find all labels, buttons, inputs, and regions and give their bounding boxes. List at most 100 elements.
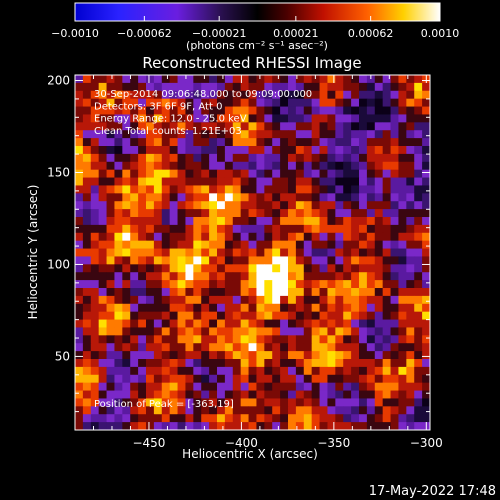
heatmap-cell	[122, 248, 131, 257]
heatmap-cell	[295, 130, 305, 139]
heatmap-cell	[359, 303, 368, 313]
heatmap-cell	[280, 240, 289, 249]
heatmap-cell	[319, 303, 328, 313]
heatmap-cell	[98, 382, 107, 391]
heatmap-cell	[256, 224, 265, 234]
heatmap-cell	[217, 177, 226, 186]
heatmap-cell	[153, 169, 163, 178]
heatmap-cell	[295, 122, 305, 131]
heatmap-cell	[398, 327, 407, 336]
heatmap-cell	[264, 146, 273, 155]
heatmap-cell	[209, 311, 218, 320]
heatmap-cell	[122, 201, 131, 210]
heatmap-cell	[146, 185, 155, 194]
heatmap-cell	[106, 114, 115, 123]
heatmap-cell	[359, 295, 368, 305]
heatmap-cell	[351, 114, 360, 123]
heatmap-cell	[106, 359, 115, 368]
heatmap-cell	[335, 414, 344, 423]
heatmap-cell	[138, 366, 147, 376]
heatmap-cell	[106, 327, 115, 336]
heatmap-cell	[114, 98, 123, 107]
heatmap-cell	[217, 224, 226, 234]
heatmap-cell	[161, 422, 171, 430]
heatmap-cell	[374, 256, 384, 265]
heatmap-cell	[295, 288, 305, 297]
heatmap-cell	[161, 106, 171, 115]
heatmap-cell	[280, 256, 289, 265]
heatmap-cell	[185, 130, 194, 139]
heatmap-cell	[335, 359, 344, 368]
heatmap-cell	[406, 422, 415, 430]
heatmap-cell	[414, 177, 423, 186]
heatmap-cell	[422, 248, 430, 257]
heatmap-cell	[319, 209, 328, 218]
heatmap-cell	[366, 398, 376, 407]
heatmap-cell	[193, 335, 202, 344]
heatmap-cell	[130, 398, 139, 407]
heatmap-cell	[264, 256, 273, 265]
heatmap-cell	[335, 138, 344, 147]
heatmap-cell	[224, 98, 234, 107]
heatmap-cell	[335, 169, 344, 178]
heatmap-cell	[90, 90, 100, 100]
heatmap-cell	[193, 382, 202, 391]
heatmap-cell	[114, 303, 123, 313]
heatmap-cell	[311, 311, 320, 320]
heatmap-cell	[177, 106, 186, 115]
heatmap-cell	[122, 374, 131, 384]
heatmap-cell	[359, 422, 368, 430]
heatmap-cell	[327, 272, 336, 281]
heatmap-cell	[359, 264, 368, 273]
heatmap-cell	[406, 359, 415, 368]
heatmap-cell	[295, 161, 305, 171]
heatmap-cell	[217, 193, 226, 202]
heatmap-cell	[209, 327, 218, 336]
heatmap-cell	[82, 406, 92, 415]
heatmap-cell	[130, 185, 139, 194]
heatmap-cell	[209, 374, 218, 384]
annotation-line: Detectors: 3F 6F 9F, Att 0	[94, 101, 222, 112]
heatmap-cell	[106, 138, 115, 147]
heatmap-cell	[75, 185, 84, 194]
heatmap-cell	[232, 106, 242, 115]
heatmap-cell	[382, 82, 391, 92]
heatmap-cell	[146, 272, 155, 281]
heatmap-cell	[374, 90, 384, 100]
heatmap-cell	[351, 185, 360, 194]
heatmap-cell	[122, 138, 131, 147]
heatmap-cell	[272, 185, 281, 194]
heatmap-cell	[398, 272, 407, 281]
heatmap-cell	[98, 264, 107, 273]
heatmap-cell	[288, 359, 297, 368]
heatmap-cell	[193, 138, 202, 147]
heatmap-cell	[311, 130, 320, 139]
heatmap-cell	[90, 153, 100, 163]
heatmap-cell	[382, 311, 391, 320]
heatmap-cell	[177, 303, 186, 313]
heatmap-cell	[82, 240, 92, 249]
heatmap-cell	[130, 248, 139, 257]
heatmap-cell	[130, 382, 139, 391]
heatmap-cell	[232, 201, 242, 210]
heatmap-cell	[114, 343, 123, 352]
heatmap-cell	[146, 343, 155, 352]
heatmap-cell	[209, 422, 218, 430]
heatmap-cell	[224, 146, 234, 155]
heatmap-cell	[398, 138, 407, 147]
heatmap-cell	[248, 288, 257, 297]
heatmap-cell	[169, 335, 178, 344]
heatmap-cell	[264, 264, 273, 273]
heatmap-cell	[240, 82, 249, 92]
heatmap-cell	[169, 406, 178, 415]
heatmap-cell	[130, 153, 139, 163]
heatmap-cell	[374, 295, 384, 305]
heatmap-cell	[359, 153, 368, 163]
heatmap-cell	[390, 161, 399, 171]
heatmap-cell	[327, 422, 336, 430]
heatmap-cell	[256, 75, 265, 84]
heatmap-cell	[280, 224, 289, 234]
heatmap-cell	[153, 264, 163, 273]
heatmap-cell	[232, 153, 242, 163]
heatmap-cell	[75, 398, 84, 407]
